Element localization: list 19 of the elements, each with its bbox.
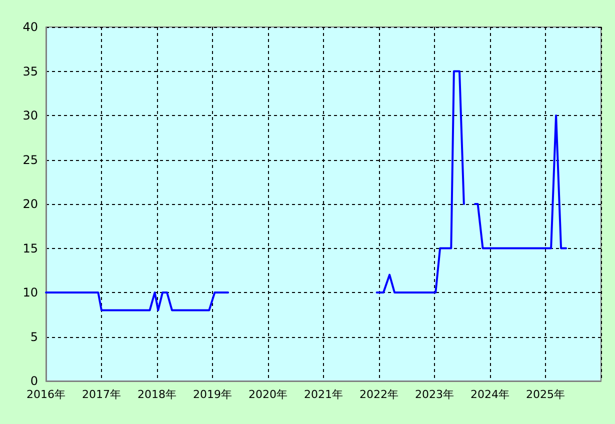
y-tick-label: 0 xyxy=(30,374,38,388)
x-tick-label: 2023年 xyxy=(415,388,454,401)
x-tick-label: 2017年 xyxy=(82,388,121,401)
y-tick-label: 25 xyxy=(22,152,38,167)
x-tick-label: 2025年 xyxy=(526,388,565,401)
x-tick-label: 2019年 xyxy=(193,388,232,401)
y-tick-label: 5 xyxy=(30,330,38,344)
x-tick-label: 2016年 xyxy=(26,388,66,401)
x-tick-label: 2020年 xyxy=(248,388,288,401)
x-tick-label: 2024年 xyxy=(470,388,510,401)
y-tick-label: 10 xyxy=(22,286,38,300)
y-tick-label: 35 xyxy=(22,64,38,78)
y-tick-label: 15 xyxy=(22,241,38,256)
y-tick-label: 40 xyxy=(22,20,38,34)
y-tick-label: 30 xyxy=(22,108,38,122)
y-tick-label: 20 xyxy=(22,197,38,211)
x-tick-label: 2021年 xyxy=(304,388,343,401)
x-tick-label: 2022年 xyxy=(360,388,398,401)
x-tick-label: 2018年 xyxy=(138,388,176,401)
